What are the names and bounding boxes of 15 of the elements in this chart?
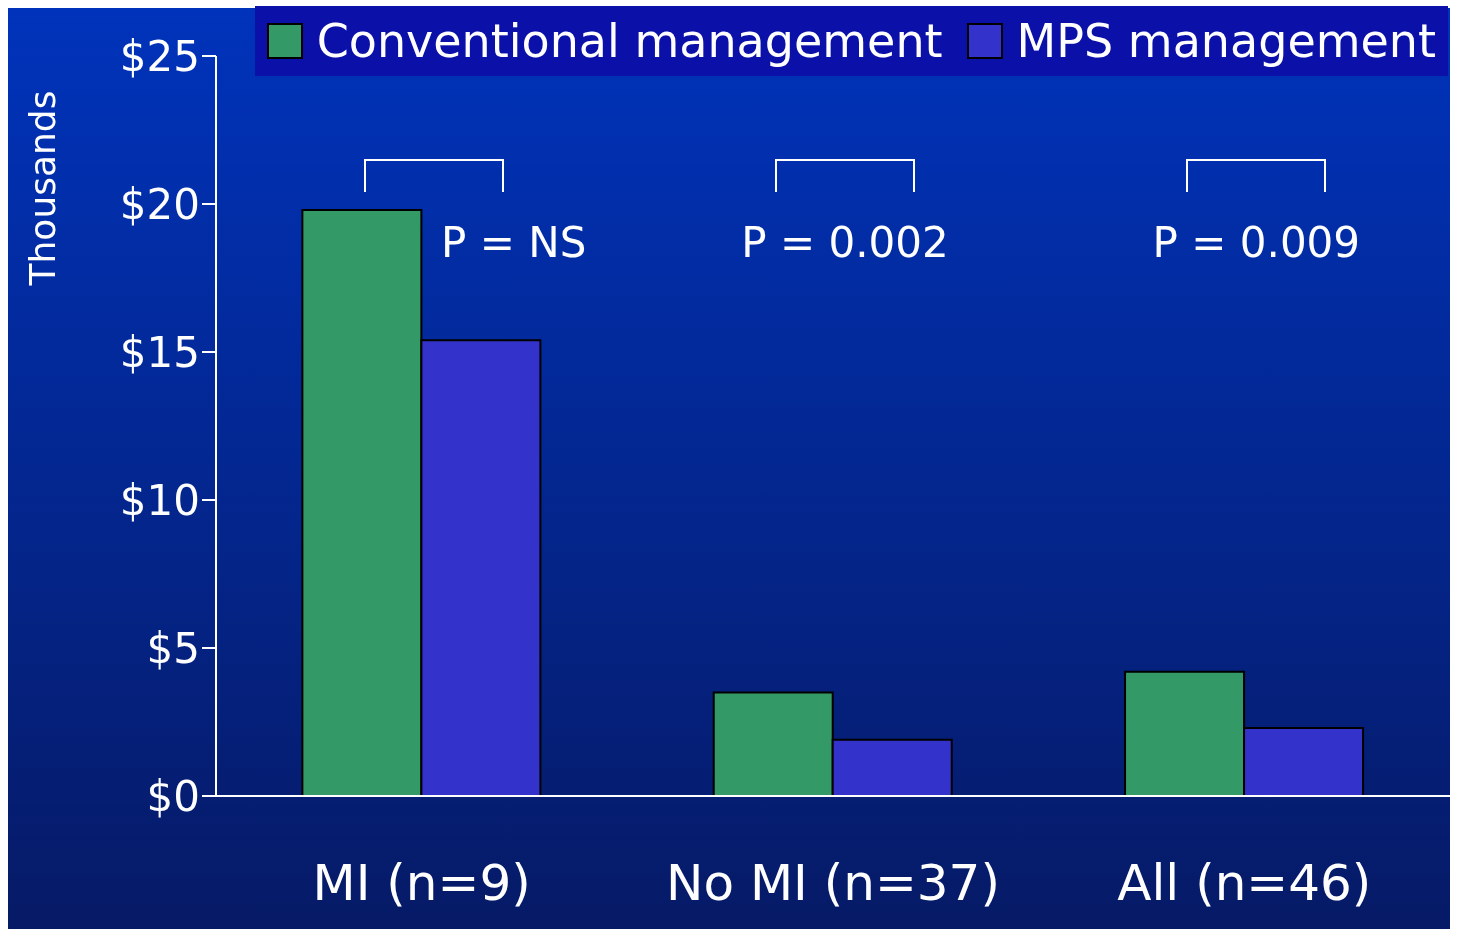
y-tick-label: $0 xyxy=(146,771,200,821)
y-tick-label: $15 xyxy=(119,327,200,377)
legend-label: MPS management xyxy=(1016,14,1436,68)
x-tick-label: All (n=46) xyxy=(1117,853,1372,912)
legend-label: Conventional management xyxy=(316,14,943,68)
annotation: P = 0.002 xyxy=(741,217,949,267)
x-tick-label: No MI (n=37) xyxy=(666,853,1000,912)
y-axis-title: Thousands xyxy=(21,90,63,286)
x-tick-label: MI (n=9) xyxy=(312,853,531,912)
y-tick-label: $10 xyxy=(119,475,200,525)
y-tick-label: $5 xyxy=(146,623,200,673)
y-tick-label: $20 xyxy=(119,179,200,229)
y-tick-label: $25 xyxy=(119,31,200,81)
annotation: P = NS xyxy=(441,217,587,267)
annotation: P = 0.009 xyxy=(1152,217,1361,267)
